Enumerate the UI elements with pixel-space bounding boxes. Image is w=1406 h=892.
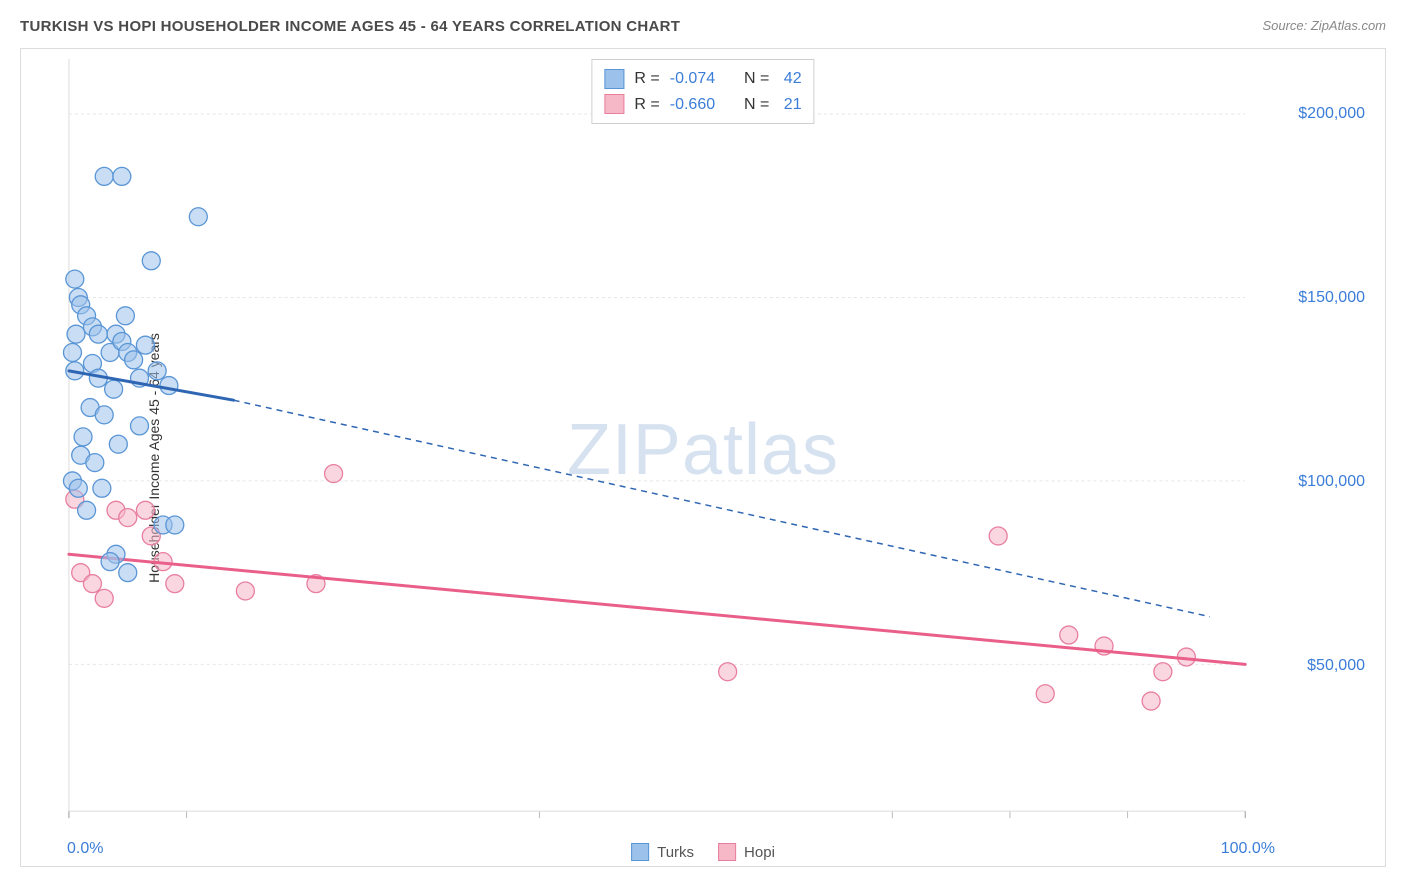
scatter-plot-svg (21, 49, 1385, 866)
r-label: R = (634, 92, 659, 118)
n-value: 21 (779, 92, 801, 118)
y-tick-label: $150,000 (1298, 289, 1365, 307)
legend-swatch (631, 843, 649, 861)
chart-title: TURKISH VS HOPI HOUSEHOLDER INCOME AGES … (20, 18, 680, 35)
stats-legend-row: R = -0.660 N = 21 (604, 92, 801, 118)
legend-label: Turks (657, 844, 694, 861)
x-tick-label: 100.0% (1221, 840, 1275, 858)
legend-item: Turks (631, 843, 694, 861)
x-tick-label: 0.0% (67, 840, 103, 858)
legend-swatch (604, 69, 624, 89)
chart-source: Source: ZipAtlas.com (1262, 18, 1386, 33)
y-tick-label: $100,000 (1298, 473, 1365, 491)
legend-label: Hopi (744, 844, 775, 861)
chart-header: TURKISH VS HOPI HOUSEHOLDER INCOME AGES … (20, 18, 1386, 48)
n-label: N = (744, 92, 769, 118)
r-value: -0.660 (670, 92, 715, 118)
r-label: R = (634, 66, 659, 92)
n-label: N = (744, 66, 769, 92)
chart-frame: Householder Income Ages 45 - 64 years ZI… (20, 48, 1386, 867)
n-value: 42 (779, 66, 801, 92)
stats-legend-row: R = -0.074 N = 42 (604, 66, 801, 92)
legend-swatch (718, 843, 736, 861)
legend-swatch (604, 94, 624, 114)
legend-item: Hopi (718, 843, 775, 861)
correlation-stats-legend: R = -0.074 N = 42 R = -0.660 N = 21 (591, 59, 814, 124)
series-legend: Turks Hopi (631, 843, 775, 861)
y-tick-label: $50,000 (1307, 657, 1365, 675)
y-tick-label: $200,000 (1298, 105, 1365, 123)
r-value: -0.074 (670, 66, 715, 92)
